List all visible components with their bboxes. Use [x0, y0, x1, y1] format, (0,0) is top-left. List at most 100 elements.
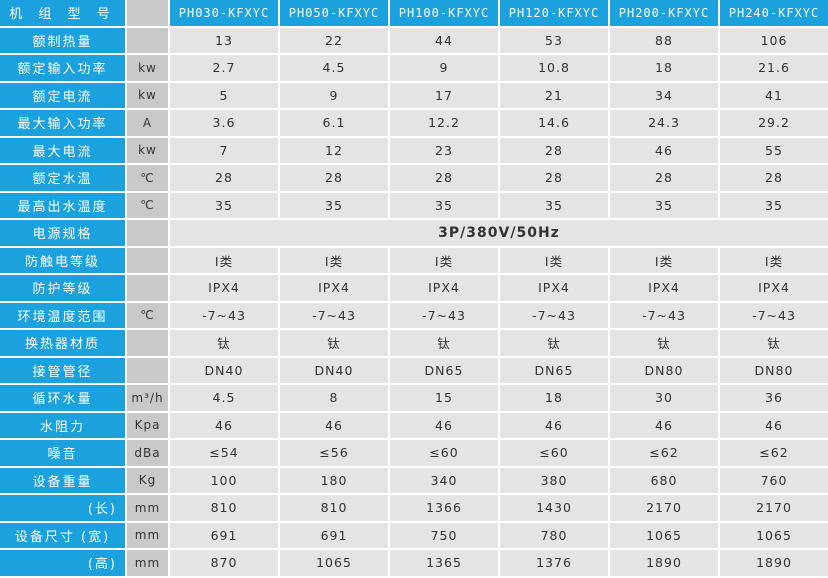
value-cell: 340: [390, 467, 498, 493]
value-cell: 21.6: [720, 55, 828, 81]
spec-row: 防触电等级 Ⅰ类 Ⅰ类 Ⅰ类 Ⅰ类 Ⅰ类 Ⅰ类: [0, 247, 828, 273]
value-cell: IPX4: [280, 275, 388, 301]
value-cell: 53: [500, 27, 608, 53]
value-cell: 23: [390, 137, 498, 163]
row-label: 防触电等级: [0, 247, 125, 273]
value-cell: Ⅰ类: [720, 247, 828, 273]
value-cell: ≤60: [500, 440, 608, 466]
row-unit: [127, 220, 168, 246]
value-cell: 4.5: [280, 55, 388, 81]
row-label: 换热器材质: [0, 330, 125, 356]
row-label: 接管管径: [0, 357, 125, 383]
value-cell: 28: [720, 165, 828, 191]
spec-row: 接管管径 DN40 DN40 DN65 DN65 DN80 DN80: [0, 357, 828, 383]
value-cell: 1376: [500, 550, 608, 576]
value-cell: 870: [170, 550, 278, 576]
row-unit: [127, 330, 168, 356]
row-unit: [127, 275, 168, 301]
value-cell: ≤62: [720, 440, 828, 466]
value-cell: 12.2: [390, 110, 498, 136]
value-cell: 46: [610, 137, 718, 163]
row-label: 设备尺寸 (宽): [0, 522, 125, 548]
value-cell: IPX4: [170, 275, 278, 301]
row-unit: ℃: [127, 192, 168, 218]
value-cell: 28: [170, 165, 278, 191]
value-cell: 46: [390, 412, 498, 438]
value-cell: 1365: [390, 550, 498, 576]
value-cell: 钛: [610, 330, 718, 356]
value-cell: 2170: [720, 495, 828, 521]
row-label: 噪音: [0, 440, 125, 466]
value-cell: 钛: [720, 330, 828, 356]
value-cell: 46: [610, 412, 718, 438]
value-cell: 12: [280, 137, 388, 163]
value-cell: 28: [390, 165, 498, 191]
value-cell: 35: [720, 192, 828, 218]
value-cell: 28: [500, 137, 608, 163]
model-header: PH240-KFXYC: [720, 0, 828, 26]
value-cell: Ⅰ类: [610, 247, 718, 273]
value-cell: 35: [170, 192, 278, 218]
value-cell: DN65: [500, 357, 608, 383]
spec-row: (高) mm 870 1065 1365 1376 1890 1890: [0, 550, 828, 576]
row-unit: [127, 27, 168, 53]
value-cell: 30: [610, 385, 718, 411]
model-header: PH030-KFXYC: [170, 0, 278, 26]
spec-row: 额制热量 13 22 44 53 88 106: [0, 27, 828, 53]
value-cell: 1430: [500, 495, 608, 521]
model-header: PH050-KFXYC: [280, 0, 388, 26]
value-cell: 9: [390, 55, 498, 81]
value-cell: 2170: [610, 495, 718, 521]
value-cell: 46: [170, 412, 278, 438]
value-cell: DN40: [170, 357, 278, 383]
value-cell: 28: [280, 165, 388, 191]
spec-row: 循环水量 m³/h 4.5 8 15 18 30 36: [0, 385, 828, 411]
row-label: 环境温度范围: [0, 302, 125, 328]
spec-row: 最高出水温度 ℃ 35 35 35 35 35 35: [0, 192, 828, 218]
value-cell: 1065: [610, 522, 718, 548]
value-cell: 35: [610, 192, 718, 218]
value-cell: 46: [500, 412, 608, 438]
value-cell: 1065: [720, 522, 828, 548]
value-cell: 35: [280, 192, 388, 218]
row-unit: [127, 357, 168, 383]
row-unit: mm: [127, 522, 168, 548]
value-cell: 35: [500, 192, 608, 218]
value-cell: 钛: [500, 330, 608, 356]
model-header: PH100-KFXYC: [390, 0, 498, 26]
spec-row: 额定电流 kw 5 9 17 21 34 41: [0, 82, 828, 108]
row-label: 循环水量: [0, 385, 125, 411]
value-cell: 1366: [390, 495, 498, 521]
value-cell: -7~43: [390, 302, 498, 328]
value-cell: 36: [720, 385, 828, 411]
value-cell: ≤56: [280, 440, 388, 466]
row-label: (高): [0, 550, 125, 576]
value-cell: ≤62: [610, 440, 718, 466]
row-unit: mm: [127, 550, 168, 576]
value-cell: 3.6: [170, 110, 278, 136]
value-cell: 46: [280, 412, 388, 438]
value-cell: 24.3: [610, 110, 718, 136]
value-cell: 10.8: [500, 55, 608, 81]
value-cell: DN80: [610, 357, 718, 383]
value-cell: 21: [500, 82, 608, 108]
spec-row: (长) mm 810 810 1366 1430 2170 2170: [0, 495, 828, 521]
value-cell: 4.5: [170, 385, 278, 411]
spec-row: 噪音 dBa ≤54 ≤56 ≤60 ≤60 ≤62 ≤62: [0, 440, 828, 466]
value-cell: 106: [720, 27, 828, 53]
value-cell: 810: [280, 495, 388, 521]
value-cell: -7~43: [170, 302, 278, 328]
row-label: 防护等级: [0, 275, 125, 301]
value-cell: 88: [610, 27, 718, 53]
value-cell: -7~43: [610, 302, 718, 328]
model-header: PH120-KFXYC: [500, 0, 608, 26]
value-cell: 35: [390, 192, 498, 218]
row-label: 额定输入功率: [0, 55, 125, 81]
value-cell: 1890: [720, 550, 828, 576]
value-cell: 691: [280, 522, 388, 548]
value-cell: 14.6: [500, 110, 608, 136]
row-label: 额定水温: [0, 165, 125, 191]
value-cell: 28: [610, 165, 718, 191]
value-cell: 15: [390, 385, 498, 411]
value-cell: 28: [500, 165, 608, 191]
